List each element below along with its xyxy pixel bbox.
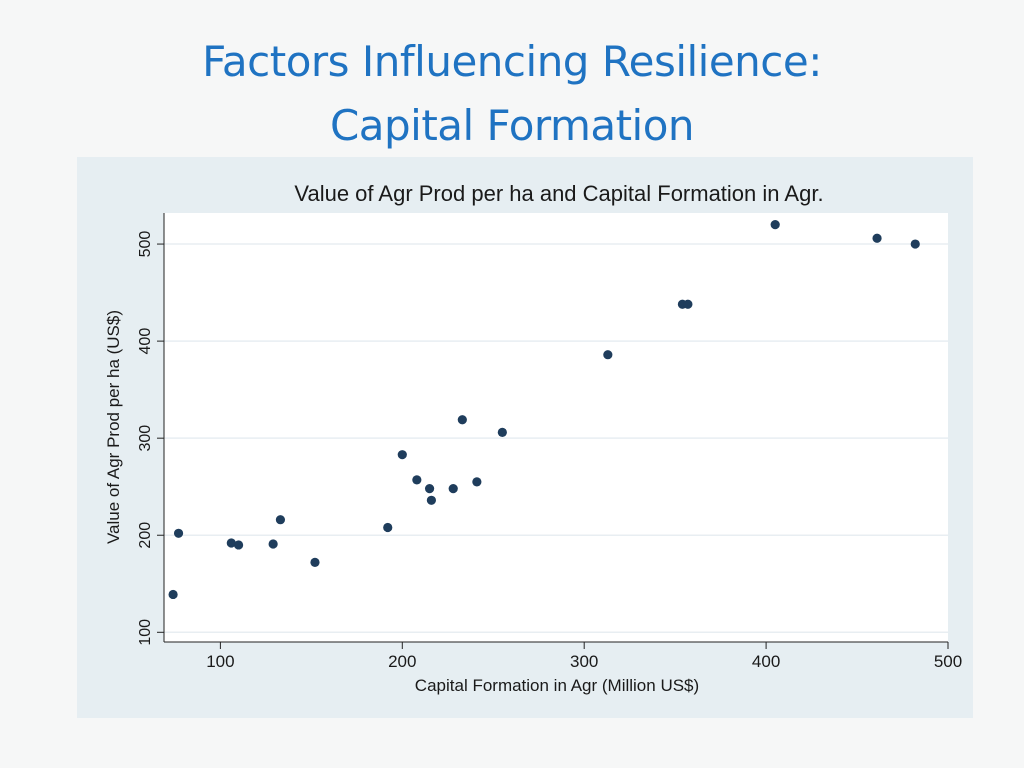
x-tick-label: 500 xyxy=(934,652,962,671)
slide-title-line-1: Factors Influencing Resilience: xyxy=(202,37,822,86)
chart-panel: Value of Agr Prod per ha and Capital For… xyxy=(77,157,973,718)
data-point xyxy=(424,484,435,494)
data-point xyxy=(457,415,467,425)
data-point xyxy=(168,589,178,600)
x-tick-label: 100 xyxy=(206,652,234,671)
y-axis-label: Value of Agr Prod per ha (US$) xyxy=(104,310,123,544)
data-point xyxy=(275,515,286,525)
data-point xyxy=(448,484,458,494)
scatter-chart: Value of Agr Prod per ha and Capital For… xyxy=(104,181,962,695)
x-axis-label: Capital Formation in Agr (Million US$) xyxy=(415,676,699,695)
data-point xyxy=(226,538,236,548)
data-point xyxy=(412,475,422,485)
data-point xyxy=(603,350,613,360)
x-ticks: 100 200 300 400 500 xyxy=(206,642,962,671)
data-point xyxy=(268,539,278,549)
data-point xyxy=(173,528,184,538)
y-tick-label: 400 xyxy=(137,328,154,355)
data-point xyxy=(497,427,507,437)
y-tick-label: 200 xyxy=(137,522,154,549)
data-point xyxy=(770,220,780,230)
data-point xyxy=(910,239,920,249)
y-tick-label: 500 xyxy=(137,231,154,258)
data-point xyxy=(383,522,393,533)
data-point xyxy=(872,233,882,243)
plot-area xyxy=(164,213,948,642)
data-point xyxy=(397,450,407,460)
data-point xyxy=(310,557,320,568)
gridlines xyxy=(164,243,948,634)
x-tick-label: 200 xyxy=(388,652,416,671)
chart-title: Value of Agr Prod per ha and Capital For… xyxy=(294,181,823,206)
data-points xyxy=(168,220,920,600)
data-point xyxy=(426,495,436,505)
data-point xyxy=(472,477,482,487)
y-ticks: 100 200 300 400 500 xyxy=(137,231,164,646)
slide-title: Factors Influencing Resilience: Capital … xyxy=(0,30,1024,158)
data-point xyxy=(683,299,693,309)
y-tick-label: 100 xyxy=(137,619,154,646)
x-tick-label: 300 xyxy=(570,652,598,671)
x-tick-label: 400 xyxy=(752,652,780,671)
slide-title-line-2: Capital Formation xyxy=(329,101,695,150)
y-tick-label: 300 xyxy=(137,425,154,452)
data-point xyxy=(233,540,244,550)
